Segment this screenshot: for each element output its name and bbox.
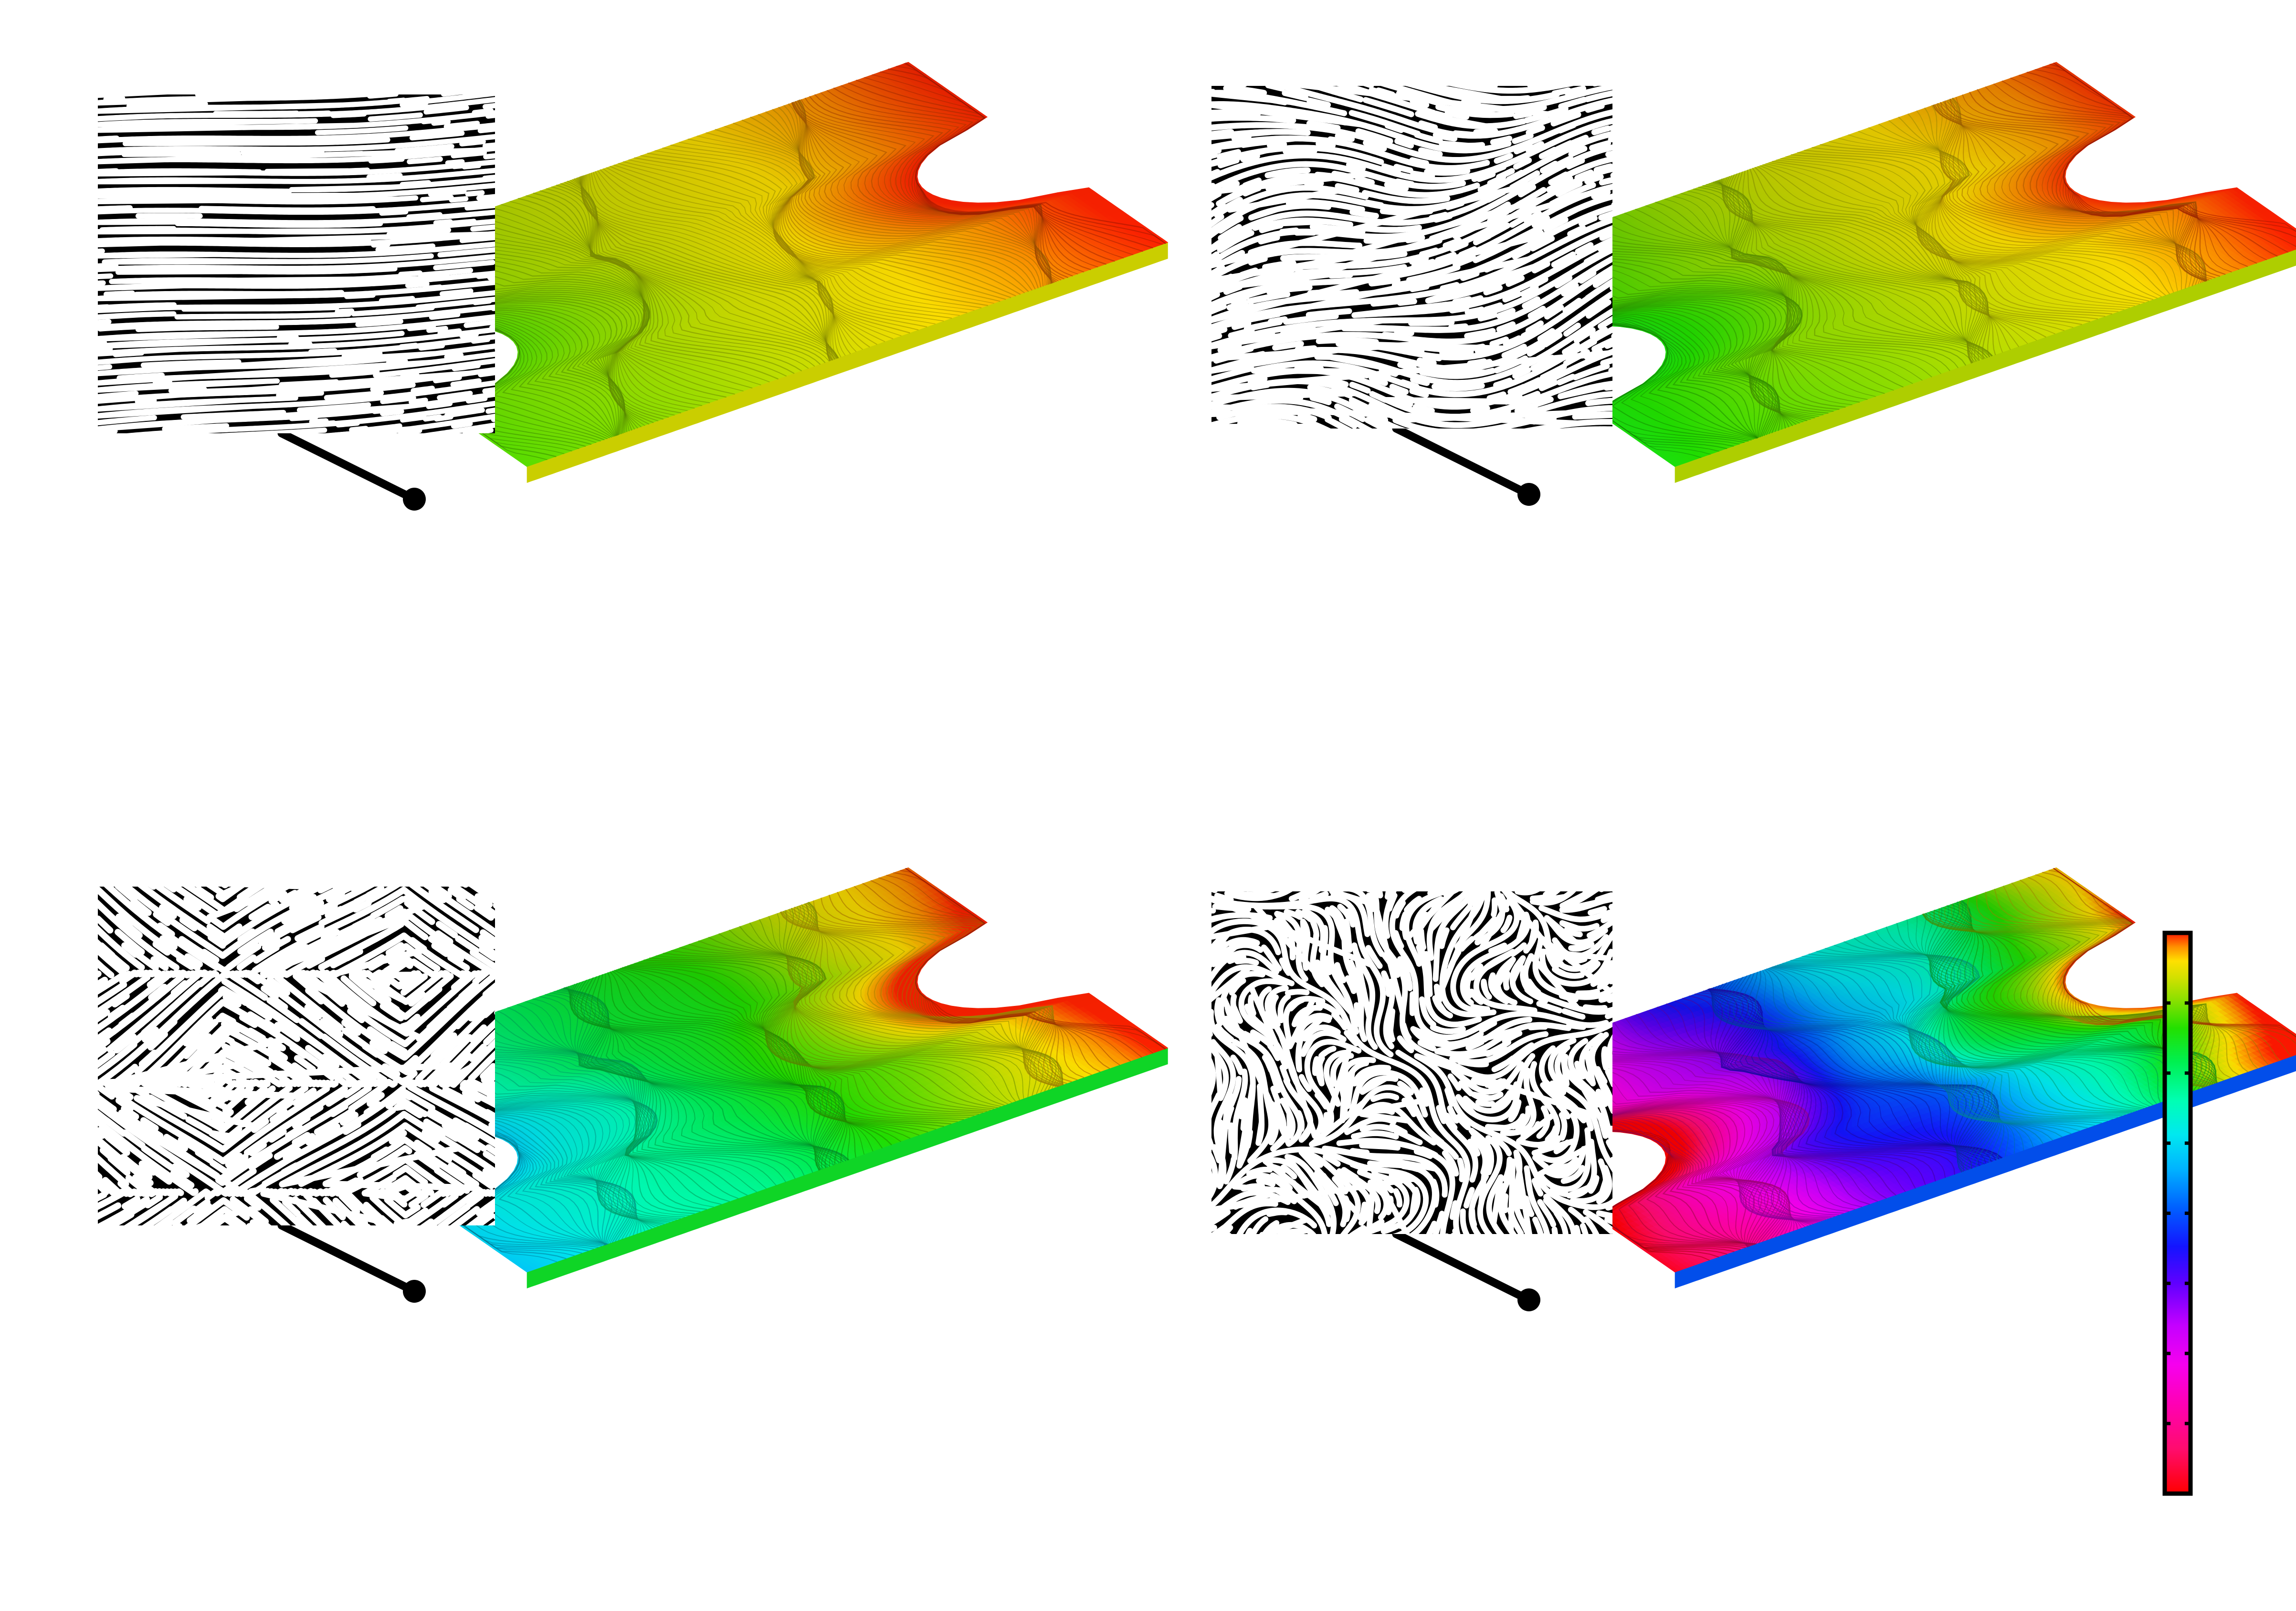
inset-3-microstructure[interactable] — [98, 887, 495, 1225]
inset-anchor-dot — [403, 1280, 426, 1303]
slab-side-face — [1675, 1055, 2296, 1288]
slab-side-face — [1675, 249, 2296, 483]
lamella-stripes — [98, 94, 495, 433]
lamella-stripes — [98, 887, 495, 1225]
inset-leader-line — [1392, 1230, 1540, 1311]
inset-4-stripe-pattern — [1211, 891, 1612, 1234]
lamella-stripes — [1211, 86, 1612, 429]
lamella-stripes — [1211, 891, 1612, 1234]
inset-4-microstructure[interactable] — [1211, 891, 1612, 1234]
inset-1-stripe-pattern — [98, 94, 495, 433]
inset-anchor-dot — [403, 488, 426, 511]
inset-1-microstructure[interactable] — [98, 94, 495, 433]
contour-lines — [271, 62, 1166, 460]
inset-2-microstructure[interactable] — [1211, 86, 1612, 429]
slab-side-face — [527, 1048, 1168, 1288]
inset-2-stripe-pattern — [1211, 86, 1612, 429]
contour-lines — [1417, 868, 2296, 1261]
inset-anchor-dot — [1517, 1288, 1540, 1311]
inset-leader-line — [277, 429, 426, 511]
inset-leader-line — [277, 1221, 426, 1303]
slab-surface — [267, 62, 1169, 483]
inset-leader-line — [1392, 424, 1540, 506]
colorbar[interactable] — [2146, 914, 2210, 1513]
slab-surface — [1415, 867, 2296, 1288]
inset-3-stripe-pattern — [98, 887, 495, 1225]
inset-anchor-dot — [1517, 483, 1540, 506]
slab-side-face — [527, 242, 1168, 483]
colorbar-svg — [2162, 931, 2193, 1496]
